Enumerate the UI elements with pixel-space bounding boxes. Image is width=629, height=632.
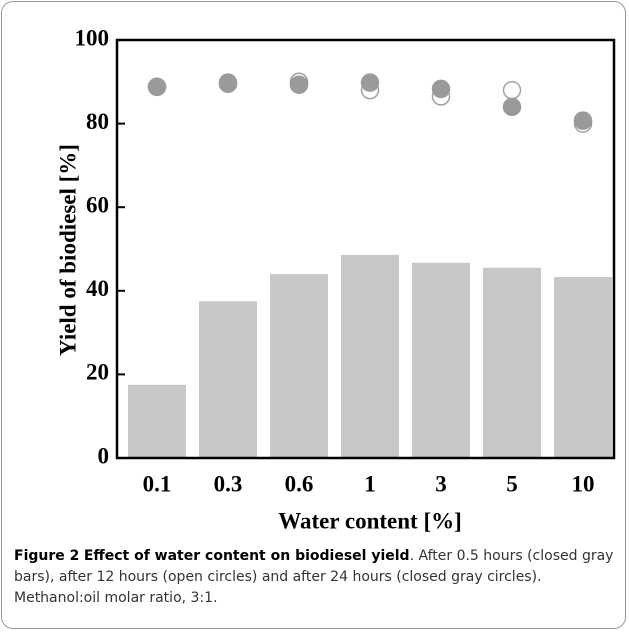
caption-text: . After 0.5 hours (closed gray bars), af… <box>14 548 614 606</box>
x-tick-label: 1 <box>364 471 376 496</box>
caption-title: Effect of water content on biodiesel yie… <box>83 548 410 564</box>
bar <box>270 274 328 458</box>
x-tick-label: 10 <box>572 471 595 496</box>
bar <box>483 267 541 458</box>
x-tick-label: 0.6 <box>285 471 314 496</box>
point <box>573 111 593 130</box>
y-tick-label: 80 <box>86 109 109 134</box>
bar <box>341 254 399 458</box>
bar <box>412 262 470 458</box>
point <box>289 75 309 94</box>
point <box>502 80 522 100</box>
point <box>218 73 238 92</box>
point <box>431 79 451 99</box>
x-tick-label: 3 <box>435 471 447 496</box>
y-tick-label: 20 <box>86 360 109 385</box>
x-tick-label: 0.3 <box>214 471 243 496</box>
point <box>502 97 522 117</box>
y-tick-label: 60 <box>86 192 109 217</box>
x-tick-label: 0.1 <box>143 471 172 496</box>
y-tick-label: 40 <box>86 276 109 301</box>
point <box>360 73 380 92</box>
bar <box>199 301 257 458</box>
chart: Water content [%] Yield of biodiesel [%]… <box>55 25 616 533</box>
plot-frame <box>115 38 616 460</box>
y-tick-label: 0 <box>98 443 110 468</box>
point <box>147 77 167 97</box>
x-tick-label: 5 <box>506 471 518 496</box>
bar <box>128 384 186 458</box>
x-axis-label: Water content [%] <box>278 508 462 533</box>
caption: Figure 2 Effect of water content on biod… <box>14 546 614 609</box>
caption-label: Figure 2 <box>14 548 80 564</box>
bar <box>554 277 612 458</box>
y-tick-label: 100 <box>75 25 110 50</box>
y-axis-label: Yield of biodiesel [%] <box>55 144 80 356</box>
